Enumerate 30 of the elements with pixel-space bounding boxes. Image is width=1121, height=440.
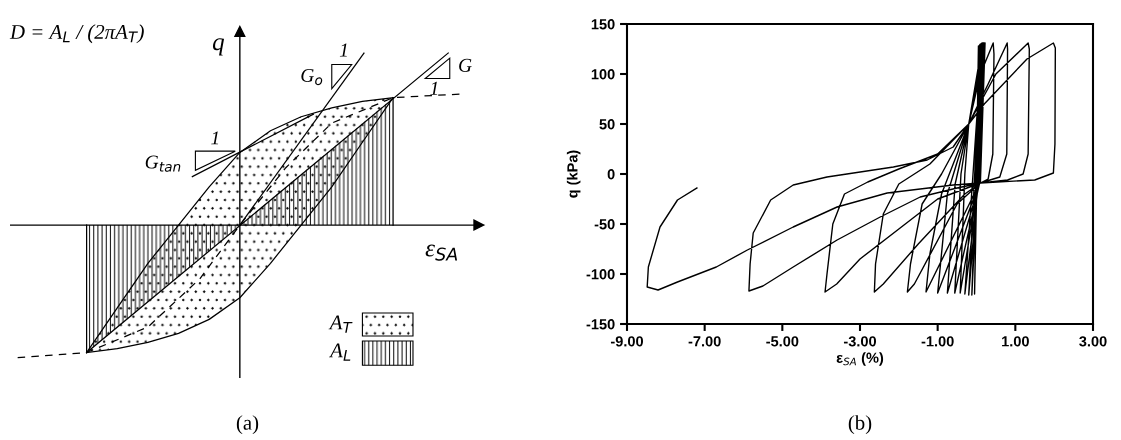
x-tick-label: -1.00 xyxy=(921,336,954,347)
text: q xyxy=(212,38,225,56)
y-axis-title: q (kPa) xyxy=(566,150,581,198)
line-series xyxy=(646,42,1057,296)
x-axis-title: ε$_{SA}$ (%) xyxy=(836,352,884,366)
x-tick-label: -3.00 xyxy=(843,336,877,347)
y-tick-label: 150 xyxy=(591,19,615,30)
y-tick-label: 50 xyxy=(599,119,615,130)
text: G$_{tan}$ xyxy=(145,155,181,172)
text: G$_{o}$ xyxy=(301,68,323,86)
y-tick-label: 100 xyxy=(591,69,615,80)
text: A$_{L}$ xyxy=(329,343,351,361)
x-tick-label: -7.00 xyxy=(688,336,721,347)
y-tick-label: -100 xyxy=(586,269,615,280)
text: ε$_{SA}$ xyxy=(425,244,458,261)
text: D = A$_{L}$ / (2πA$_{T}$) xyxy=(9,24,144,44)
text: 1 xyxy=(211,131,219,145)
text: 1 xyxy=(339,43,347,57)
text: 1 xyxy=(430,81,438,95)
text: A$_{T}$ xyxy=(328,315,353,333)
text: (b) xyxy=(848,415,872,435)
text: (a) xyxy=(236,415,259,435)
x-tick-label: -5.00 xyxy=(766,336,799,347)
x-tick-label: 1.00 xyxy=(1002,336,1029,347)
text: G xyxy=(459,58,472,72)
y-tick-label: -50 xyxy=(594,219,615,230)
x-tick-label: 3.00 xyxy=(1079,336,1107,347)
x-tick-label: -9.00 xyxy=(610,336,644,347)
y-tick-label: -150 xyxy=(586,319,615,330)
y-tick-label: 0 xyxy=(607,169,615,180)
